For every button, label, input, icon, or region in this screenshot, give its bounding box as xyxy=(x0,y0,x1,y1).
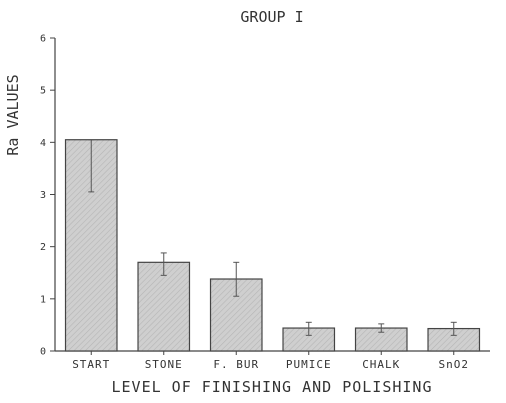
x-axis-label: LEVEL OF FINISHING AND POLISHING xyxy=(112,378,433,396)
x-categories-group: START STONE F. BUR PUMICE CHALK SnO2 xyxy=(72,351,470,371)
y-tick-label: 2 xyxy=(40,242,46,253)
y-tick-label: 3 xyxy=(40,190,46,201)
y-axis-label: Ra VALUES xyxy=(4,74,22,155)
y-tick-label: 0 xyxy=(40,347,46,358)
error-bars-group xyxy=(88,139,457,336)
bars-group xyxy=(64,139,481,352)
chart-title: GROUP I xyxy=(240,8,303,26)
y-tick-label: 6 xyxy=(40,34,46,45)
x-category-label: SnO2 xyxy=(439,358,470,371)
x-category-label: START xyxy=(72,358,110,371)
x-category-label: PUMICE xyxy=(286,358,332,371)
y-tick-label: 5 xyxy=(40,86,46,97)
y-tick-label: 4 xyxy=(40,138,46,149)
x-category-label: CHALK xyxy=(362,358,400,371)
y-ticks-group: 0 1 2 3 4 5 6 xyxy=(40,34,55,358)
axes xyxy=(54,38,490,352)
y-tick-label: 1 xyxy=(40,294,46,305)
x-category-label: STONE xyxy=(145,358,183,371)
x-category-label: F. BUR xyxy=(213,358,259,371)
